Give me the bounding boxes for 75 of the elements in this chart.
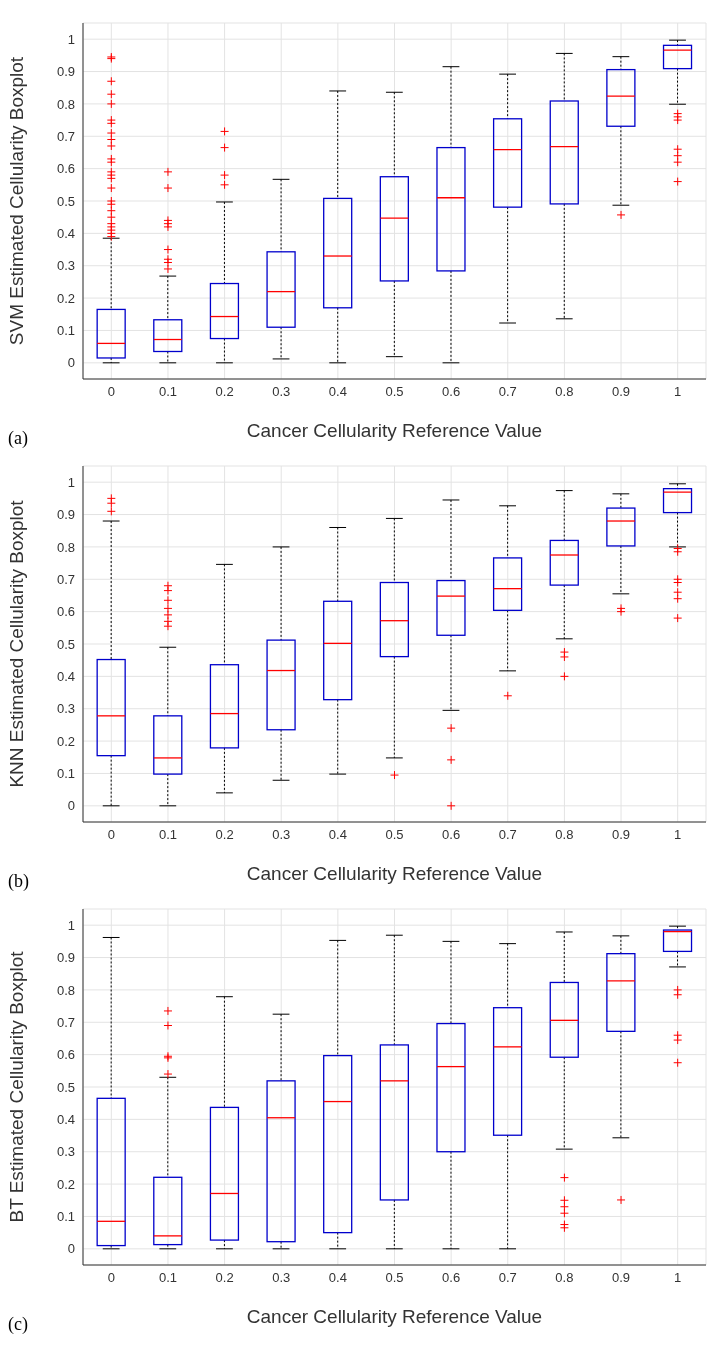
x-tick-label: 0.1: [158, 384, 177, 400]
y-tick-label: 1: [67, 917, 75, 933]
x-tick-label: 0.1: [158, 827, 177, 843]
x-tick-label: 0.8: [555, 1270, 574, 1286]
text: (c): [8, 1314, 28, 1335]
x-tick-label: 1: [674, 384, 682, 400]
x-tick-label: 0.7: [498, 384, 517, 400]
x-tick-label: 0.8: [555, 384, 574, 400]
y-tick-label: 1: [67, 474, 75, 490]
y-tick-label: 0.3: [56, 1144, 75, 1160]
x-tick-label: 0.4: [328, 827, 347, 843]
y-tick-label: 0.2: [56, 290, 75, 306]
y-tick-label: 0.3: [56, 701, 75, 717]
x-axis-title: Cancer Cellularity Reference Value: [246, 420, 543, 441]
y-tick-label: 1: [67, 31, 75, 47]
x-tick-label: 0.9: [612, 1270, 631, 1286]
y-tick-label: 0: [67, 355, 75, 371]
y-tick-label: 0.5: [56, 636, 75, 652]
y-tick-label: 0.7: [56, 128, 75, 144]
x-tick-label: 0.5: [385, 1270, 404, 1286]
y-tick-label: 0.9: [56, 507, 75, 523]
x-tick-label: 0: [107, 827, 115, 843]
x-tick-label: 0.5: [385, 827, 404, 843]
x-tick-label: 0.2: [215, 384, 234, 400]
y-tick-label: 0.6: [56, 161, 75, 177]
y-tick-label: 0.4: [56, 1111, 75, 1127]
x-tick-label: 0.3: [272, 1270, 291, 1286]
x-axis-title: Cancer Cellularity Reference Value: [246, 1306, 543, 1327]
x-tick-label: 0.8: [555, 827, 574, 843]
y-axis-title: KNN Estimated Cellularity Boxplot: [5, 499, 27, 788]
y-tick-label: 0.8: [56, 982, 75, 998]
y-tick-label: 0.2: [56, 1176, 75, 1192]
x-tick-label: 0.5: [385, 384, 404, 400]
y-tick-label: 0.7: [56, 1014, 75, 1030]
y-tick-label: 0: [67, 1241, 75, 1257]
x-tick-label: 0.9: [612, 827, 631, 843]
x-tick-label: 0.4: [328, 384, 347, 400]
y-tick-label: 0.4: [56, 668, 75, 684]
x-tick-label: 0: [107, 384, 115, 400]
y-tick-label: 0.8: [56, 96, 75, 112]
x-tick-label: 1: [674, 827, 682, 843]
x-tick-label: 0.6: [442, 827, 461, 843]
x-tick-label: 0: [107, 1270, 115, 1286]
text: (a): [8, 428, 28, 449]
x-tick-label: 0.1: [158, 1270, 177, 1286]
y-tick-label: 0.2: [56, 733, 75, 749]
y-tick-label: 0.4: [56, 225, 75, 241]
x-tick-label: 0.7: [498, 827, 517, 843]
y-axis-title: SVM Estimated Cellularity Boxplot: [5, 56, 27, 346]
y-tick-label: 0.1: [56, 1209, 75, 1225]
y-tick-label: 0.6: [56, 604, 75, 620]
y-tick-label: 0.9: [56, 950, 75, 966]
x-tick-label: 0.6: [442, 384, 461, 400]
y-tick-label: 0.5: [56, 1079, 75, 1095]
y-tick-label: 0: [67, 798, 75, 814]
x-tick-label: 0.7: [498, 1270, 517, 1286]
y-tick-label: 0.8: [56, 539, 75, 555]
y-tick-label: 0.7: [56, 571, 75, 587]
x-tick-label: 0.2: [215, 827, 234, 843]
y-tick-label: 0.1: [56, 766, 75, 782]
x-tick-label: 1: [674, 1270, 682, 1286]
y-tick-label: 0.6: [56, 1047, 75, 1063]
x-tick-label: 0.3: [272, 827, 291, 843]
y-tick-label: 0.1: [56, 323, 75, 339]
x-tick-label: 0.3: [272, 384, 291, 400]
y-axis-title: BT Estimated Cellularity Boxplot: [5, 950, 27, 1223]
y-tick-label: 0.3: [56, 258, 75, 274]
text: (b): [8, 871, 29, 892]
x-tick-label: 0.4: [328, 1270, 347, 1286]
x-tick-label: 0.9: [612, 384, 631, 400]
x-tick-label: 0.2: [215, 1270, 234, 1286]
x-tick-label: 0.6: [442, 1270, 461, 1286]
x-axis-title: Cancer Cellularity Reference Value: [246, 863, 543, 884]
y-tick-label: 0.9: [56, 64, 75, 80]
y-tick-label: 0.5: [56, 193, 75, 209]
